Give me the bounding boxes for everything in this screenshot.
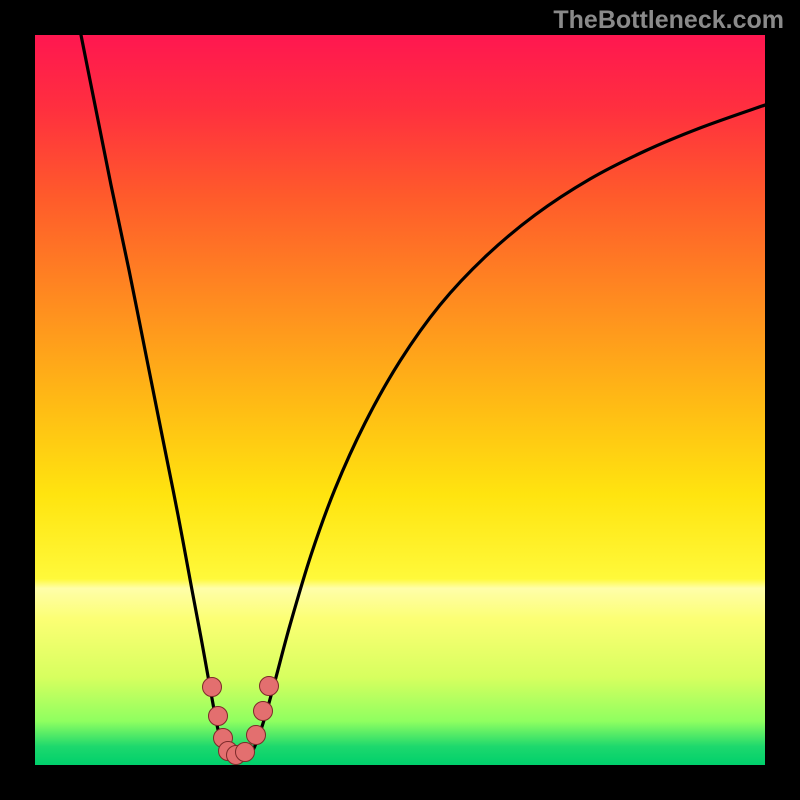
data-marker — [209, 707, 228, 726]
plot-area — [35, 35, 765, 765]
bottleneck-curve — [81, 35, 765, 756]
chart-container: TheBottleneck.com — [0, 0, 800, 800]
watermark-text: TheBottleneck.com — [553, 6, 784, 35]
chart-svg — [35, 35, 765, 765]
data-marker — [260, 677, 279, 696]
data-marker — [236, 743, 255, 762]
data-marker — [254, 702, 273, 721]
data-marker — [247, 726, 266, 745]
data-marker — [203, 678, 222, 697]
